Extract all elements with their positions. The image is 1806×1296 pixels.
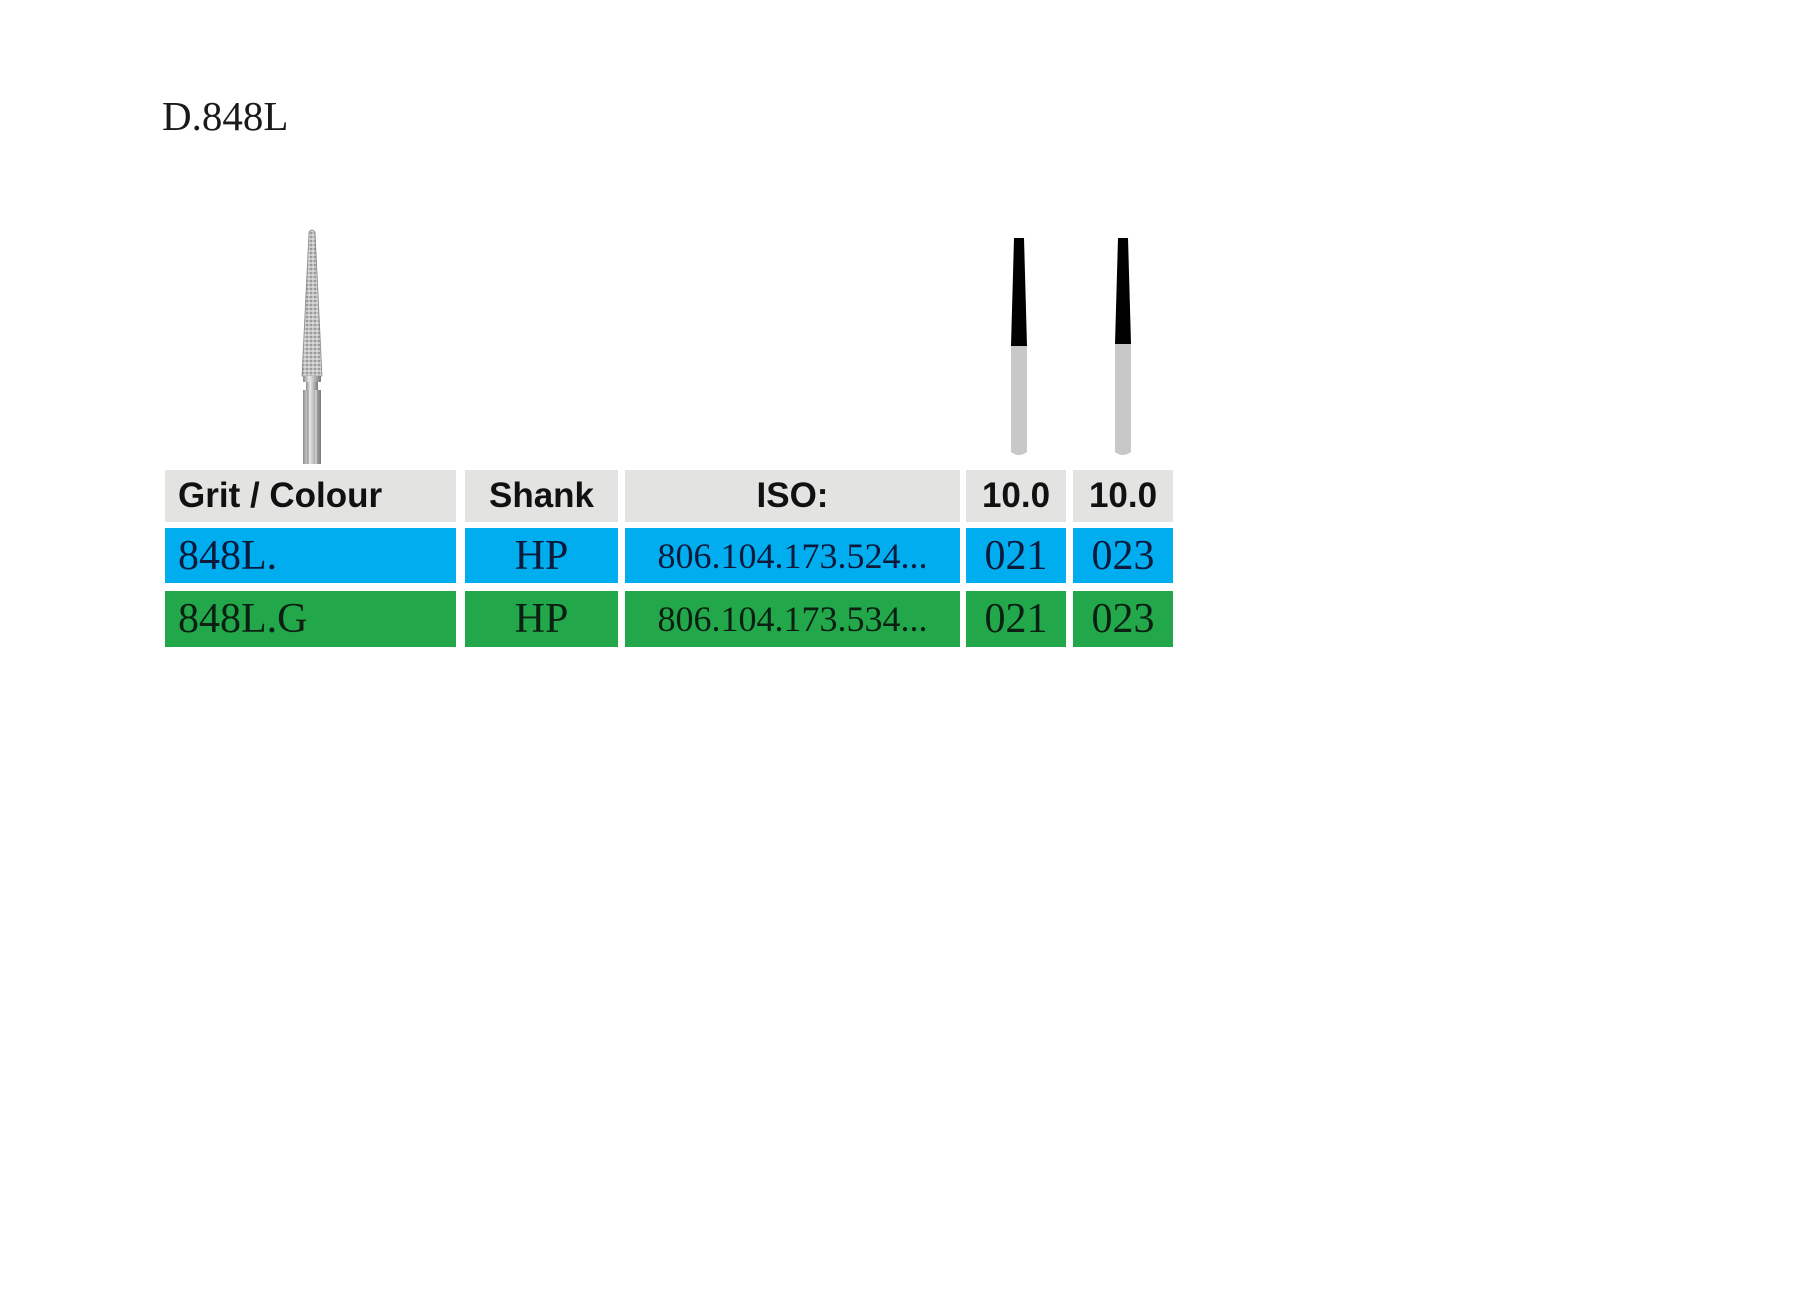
header-size-1: 10.0 [966, 470, 1066, 522]
row2-grit: 848L.G [165, 591, 456, 647]
bur-silhouette-icon [1011, 238, 1027, 455]
row2-size-1: 021 [966, 591, 1066, 647]
row1-grit: 848L. [165, 528, 456, 583]
row1-size-1: 021 [966, 528, 1066, 583]
header-size-2: 10.0 [1073, 470, 1173, 522]
row1-iso: 806.104.173.524... [625, 528, 960, 583]
header-iso: ISO: [625, 470, 960, 522]
diamond-bur-tapered-icon [301, 229, 323, 464]
header-grit-colour: Grit / Colour [165, 470, 456, 522]
row2-size-2: 023 [1073, 591, 1173, 647]
row2-iso: 806.104.173.534... [625, 591, 960, 647]
row2-shank: HP [465, 591, 618, 647]
row1-shank: HP [465, 528, 618, 583]
bur-silhouette-icon [1115, 238, 1131, 455]
header-shank: Shank [465, 470, 618, 522]
row1-size-2: 023 [1073, 528, 1173, 583]
product-title: D.848L [162, 93, 289, 139]
